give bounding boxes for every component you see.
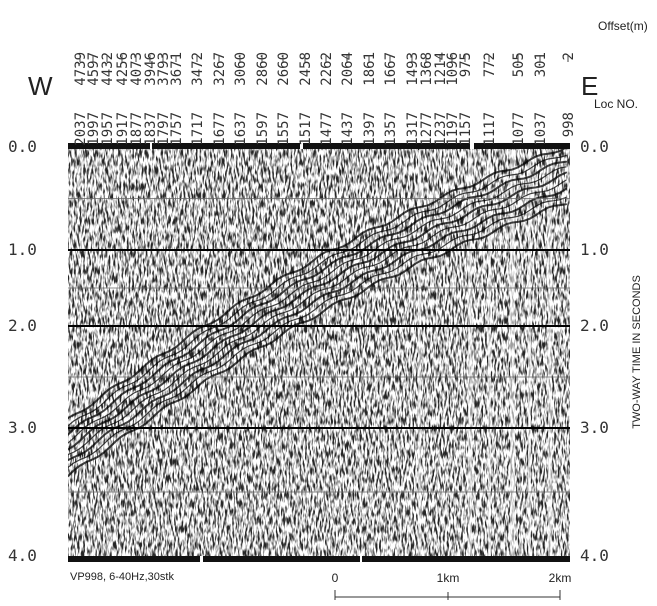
west-label: W [28, 71, 53, 101]
location-label: 1317 [405, 112, 421, 146]
offset-label: 1214 [433, 52, 449, 86]
offset-label: 975 [458, 52, 474, 77]
reflection [68, 179, 567, 456]
location-label: 1117 [482, 112, 498, 146]
reflection [68, 146, 567, 419]
location-label: 1397 [362, 112, 378, 146]
east-label: E [581, 71, 598, 101]
location-label: 998 [561, 112, 577, 137]
location-label: 1437 [340, 112, 356, 146]
location-label: 1997 [86, 112, 102, 146]
offset-label: 505 [511, 52, 527, 77]
time-tick-label: 4.0 [580, 546, 609, 565]
location-label: 1157 [458, 112, 474, 146]
offset-label: 4739 [73, 52, 89, 86]
scale-label: 1km [437, 571, 460, 585]
location-label: 1557 [276, 112, 292, 146]
location-label: 1077 [511, 112, 527, 146]
offset-label: 4432 [100, 52, 116, 86]
offset-label: 2064 [340, 52, 356, 86]
location-label: 1797 [156, 112, 172, 146]
offset-label: 1861 [362, 52, 378, 86]
location-label: 1237 [433, 112, 449, 146]
time-tick-label: 1.0 [8, 240, 37, 259]
offset-label: 1368 [419, 52, 435, 86]
location-label: 1957 [100, 112, 116, 146]
location-label: 1717 [190, 112, 206, 146]
location-label: 1837 [143, 112, 159, 146]
time-tick-label: 2.0 [8, 316, 37, 335]
offset-label: 3472 [190, 52, 206, 86]
scale-label: 2km [549, 571, 572, 585]
time-tick-label: 0.0 [8, 137, 37, 156]
time-tick-label: 1.0 [580, 240, 609, 259]
offset-label: 3671 [169, 52, 185, 86]
offset-label: 2458 [298, 52, 314, 86]
reflection [68, 155, 567, 427]
reflection [68, 166, 567, 444]
offset-label: 301 [533, 52, 549, 77]
offset-label: 2 [561, 52, 577, 60]
location-label: 1877 [129, 112, 145, 146]
time-tick-label: 3.0 [580, 418, 609, 437]
location-label: 1677 [212, 112, 228, 146]
offset-label: 3793 [156, 52, 172, 86]
time-tick-label: 3.0 [8, 418, 37, 437]
scale-label: 0 [332, 571, 339, 585]
location-label: 1637 [233, 112, 249, 146]
offset-label: 1096 [445, 52, 461, 86]
location-label: 1277 [419, 112, 435, 146]
location-label: 1597 [255, 112, 271, 146]
time-tick-label: 0.0 [580, 137, 609, 156]
location-label: 1357 [383, 112, 399, 146]
axis-title: TWO-WAY TIME IN SECONDS [631, 275, 643, 429]
caption: VP998, 6-40Hz,30stk [70, 571, 174, 583]
location-label: 2037 [73, 112, 89, 146]
time-tick-label: 4.0 [8, 546, 37, 565]
offset-label: 3946 [143, 52, 159, 86]
location-label: 1197 [445, 112, 461, 146]
reflection [68, 203, 567, 478]
loc-label: Loc NO. [594, 97, 638, 111]
reflection [68, 196, 567, 468]
offset-label: 2262 [319, 52, 335, 86]
offset-label: 2660 [276, 52, 292, 86]
offset-label: 4597 [86, 52, 102, 86]
seismic-section [68, 143, 570, 560]
location-label: 1757 [169, 112, 185, 146]
location-label: 1917 [115, 112, 131, 146]
offset-label: 3267 [212, 52, 228, 86]
offset-label: 1493 [405, 52, 421, 86]
location-label: 1517 [298, 112, 314, 146]
offset-label: 4256 [115, 52, 131, 86]
reflection [68, 187, 567, 462]
offset-label: 772 [482, 52, 498, 77]
time-tick-label: 2.0 [580, 316, 609, 335]
offset-label: Offset(m) [598, 19, 648, 33]
offset-label: 4073 [129, 52, 145, 86]
offset-label: 1667 [383, 52, 399, 86]
offset-label: 2860 [255, 52, 271, 86]
reflection [68, 171, 567, 451]
location-label: 1477 [319, 112, 335, 146]
location-label: 1037 [533, 112, 549, 146]
offset-label: 3060 [233, 52, 249, 86]
